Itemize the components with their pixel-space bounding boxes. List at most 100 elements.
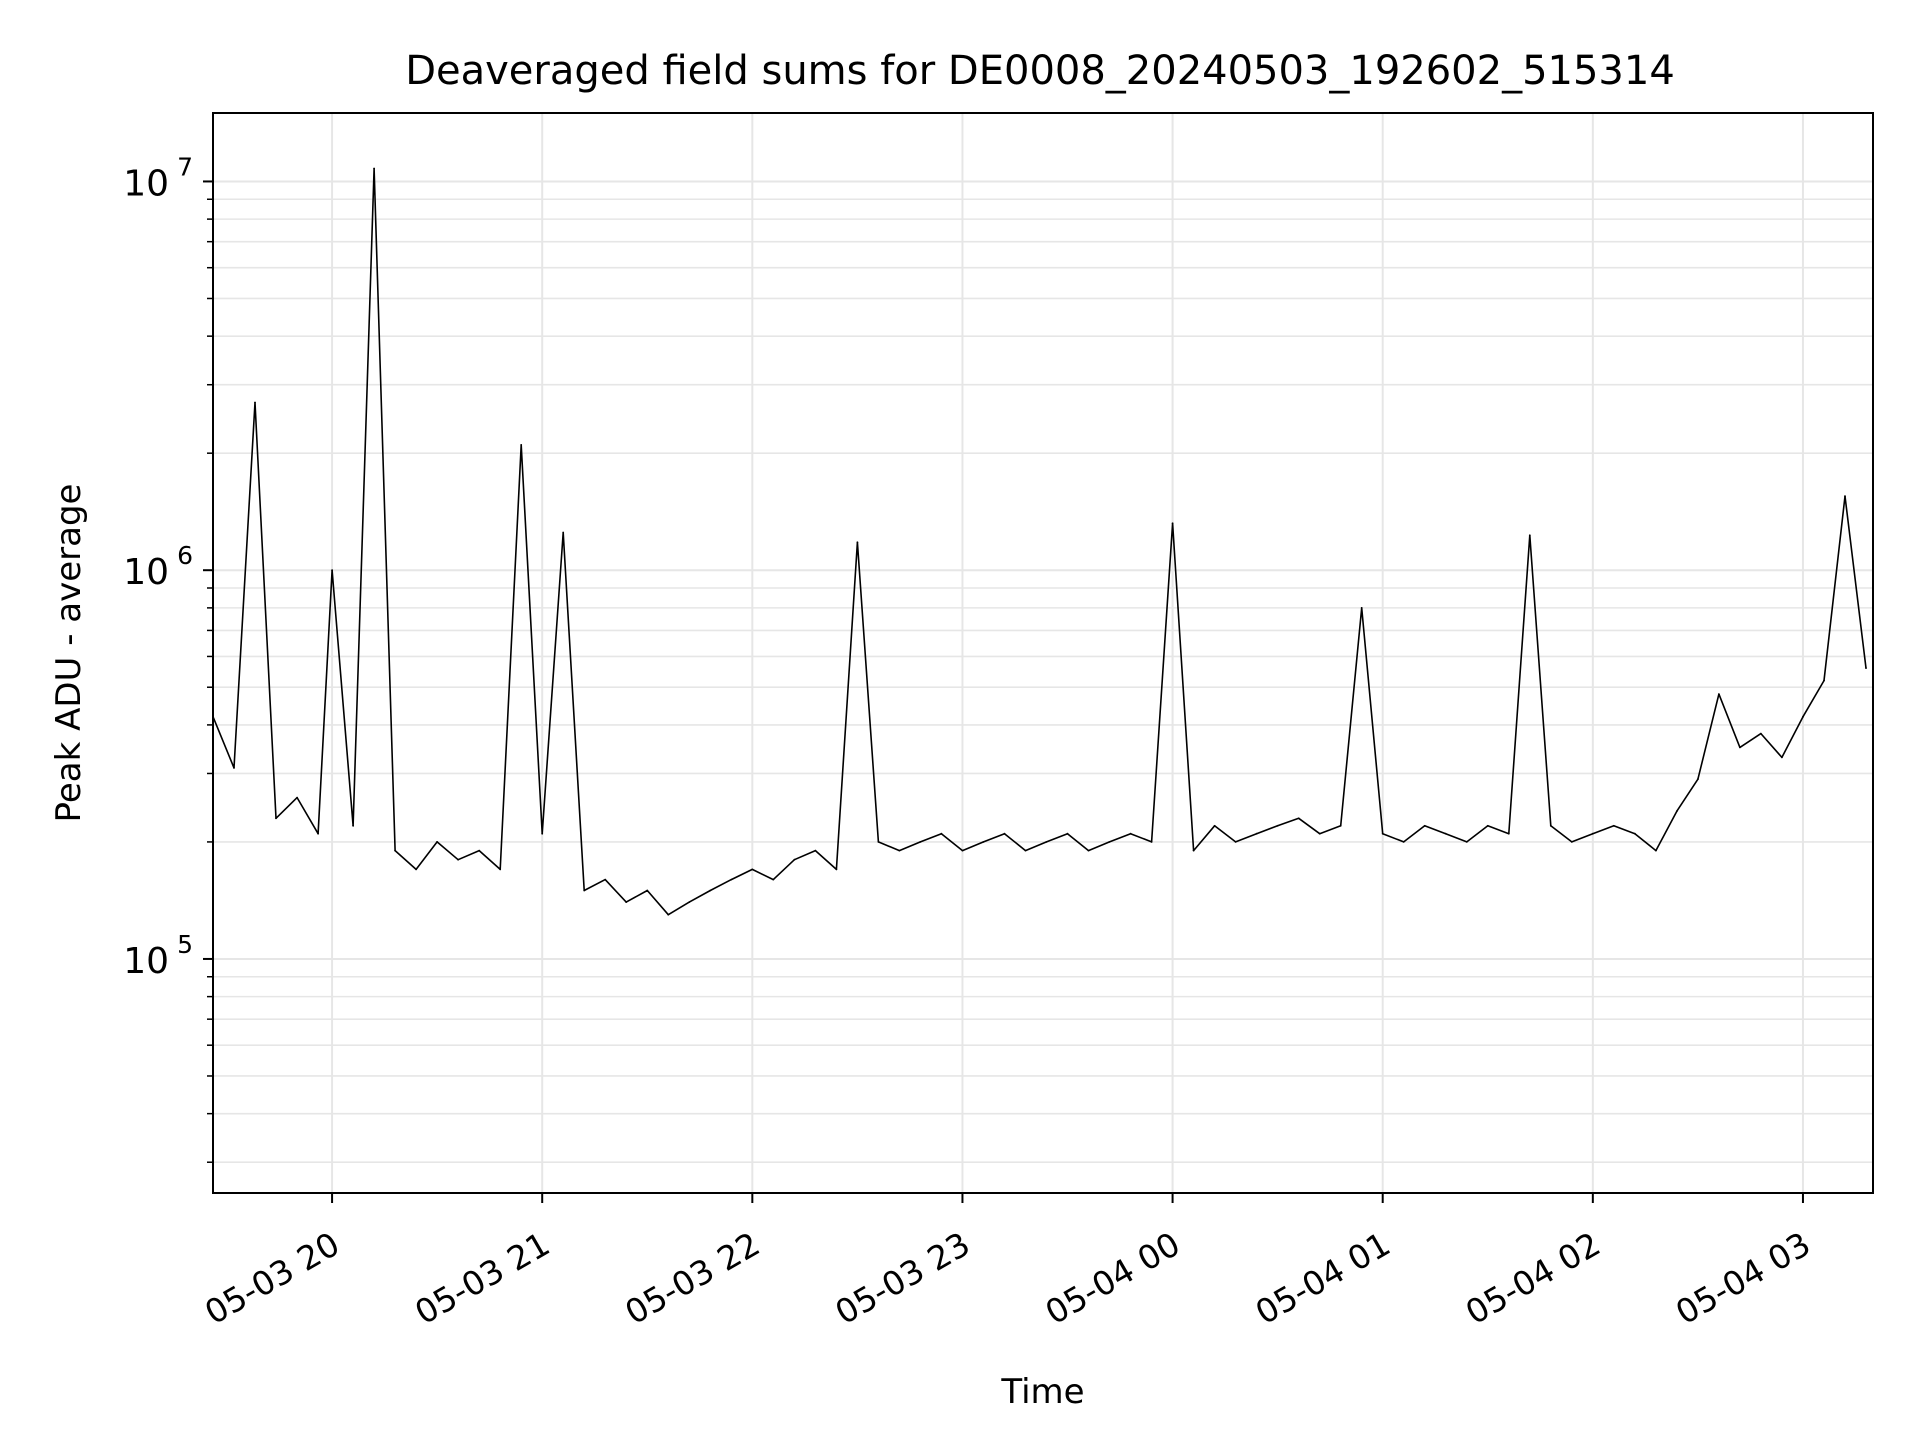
x-tick-label: 05-03 22 bbox=[618, 1224, 766, 1332]
y-tick-exponent: 7 bbox=[177, 152, 193, 181]
data-point bbox=[1718, 693, 1720, 695]
x-axis: 05-03 20 05-03 21 05-03 22 05-03 23 05-04 00… bbox=[198, 1193, 1817, 1332]
y-tick-label: 10 bbox=[123, 941, 169, 982]
data-point bbox=[1549, 824, 1552, 827]
data-point bbox=[793, 858, 796, 861]
data-point bbox=[667, 913, 670, 916]
data-point bbox=[646, 889, 649, 892]
data-point bbox=[1781, 756, 1783, 759]
data-point bbox=[856, 541, 859, 544]
y-tick-exponent: 5 bbox=[177, 930, 193, 959]
data-point bbox=[709, 889, 712, 892]
data-point bbox=[1465, 841, 1468, 843]
data-point bbox=[1865, 667, 1867, 669]
data-point bbox=[436, 841, 438, 843]
y-axis-label: Peak ADU - average bbox=[49, 484, 89, 823]
data-point bbox=[1676, 810, 1678, 812]
data-point bbox=[1655, 849, 1657, 852]
data-point bbox=[457, 858, 459, 861]
x-tick-label: 05-04 01 bbox=[1249, 1224, 1397, 1332]
data-point bbox=[1486, 824, 1489, 827]
data-point bbox=[898, 849, 901, 852]
x-tick-label: 05-03 21 bbox=[408, 1224, 556, 1332]
data-point bbox=[1507, 832, 1510, 835]
data-point bbox=[583, 889, 586, 892]
data-point bbox=[1297, 817, 1300, 820]
data-point bbox=[961, 849, 964, 852]
data-point bbox=[352, 824, 354, 827]
data-point bbox=[1234, 841, 1237, 843]
data-point bbox=[394, 849, 396, 852]
x-tick-label: 05-03 23 bbox=[828, 1224, 976, 1332]
data-point bbox=[1760, 732, 1762, 735]
data-point bbox=[688, 901, 691, 903]
data-point bbox=[1108, 841, 1111, 843]
data-point bbox=[1739, 746, 1741, 749]
data-point bbox=[1634, 832, 1636, 835]
data-point bbox=[730, 878, 733, 881]
data-point bbox=[275, 817, 277, 820]
data-point bbox=[1045, 841, 1048, 843]
data-point bbox=[1844, 495, 1846, 498]
data-point bbox=[1087, 849, 1090, 852]
data-point bbox=[1823, 679, 1825, 682]
x-tick-label: 05-03 20 bbox=[198, 1224, 346, 1332]
data-point bbox=[835, 868, 838, 871]
data-point bbox=[541, 832, 544, 835]
data-point bbox=[1381, 832, 1384, 835]
data-point bbox=[877, 841, 880, 843]
data-point bbox=[415, 868, 417, 871]
data-point bbox=[919, 841, 922, 843]
y-tick-exponent: 6 bbox=[177, 541, 193, 570]
data-point bbox=[499, 868, 502, 871]
data-point bbox=[1402, 841, 1405, 843]
data-point bbox=[1339, 824, 1342, 827]
x-axis-label: Time bbox=[1000, 1372, 1084, 1412]
data-point bbox=[296, 796, 298, 799]
data-point bbox=[212, 715, 214, 718]
data-point bbox=[1360, 607, 1363, 609]
data-point bbox=[1276, 824, 1279, 827]
data-point bbox=[1171, 522, 1174, 525]
x-tick-label: 05-04 02 bbox=[1459, 1224, 1607, 1332]
data-point bbox=[1003, 832, 1006, 835]
data-point bbox=[1423, 824, 1426, 827]
data-point bbox=[772, 878, 775, 881]
data-point bbox=[1066, 832, 1069, 835]
data-point bbox=[604, 878, 607, 881]
data-point bbox=[1129, 832, 1132, 835]
data-point bbox=[1591, 832, 1594, 835]
data-point bbox=[814, 849, 817, 852]
data-point bbox=[1444, 832, 1447, 835]
data-point bbox=[1570, 841, 1573, 843]
data-point bbox=[562, 531, 565, 534]
grid bbox=[213, 113, 1873, 1193]
data-point bbox=[1697, 778, 1699, 781]
data-point bbox=[373, 167, 375, 170]
data-point bbox=[940, 832, 943, 835]
series-layer bbox=[212, 167, 1867, 916]
data-point bbox=[982, 841, 985, 843]
data-point bbox=[1612, 824, 1615, 827]
data-point bbox=[1318, 832, 1321, 835]
y-tick-label: 10 bbox=[123, 163, 169, 204]
data-point bbox=[751, 868, 754, 871]
data-point bbox=[1802, 715, 1804, 718]
data-point bbox=[625, 901, 628, 903]
data-point bbox=[1150, 841, 1153, 843]
y-axis: 10 5 10 6 10 7 bbox=[123, 152, 213, 1163]
data-point bbox=[1024, 849, 1027, 852]
data-point bbox=[1192, 849, 1195, 852]
data-point bbox=[1528, 534, 1531, 537]
x-tick-label: 05-04 03 bbox=[1669, 1224, 1817, 1332]
y-tick-label: 10 bbox=[123, 552, 169, 593]
plot-area bbox=[212, 112, 1874, 1194]
data-point bbox=[233, 767, 235, 769]
data-point bbox=[317, 832, 319, 835]
data-point bbox=[254, 401, 256, 404]
data-point bbox=[520, 444, 523, 446]
data-point bbox=[1255, 832, 1258, 835]
x-tick-label: 05-04 00 bbox=[1039, 1224, 1187, 1332]
data-point bbox=[331, 569, 333, 572]
